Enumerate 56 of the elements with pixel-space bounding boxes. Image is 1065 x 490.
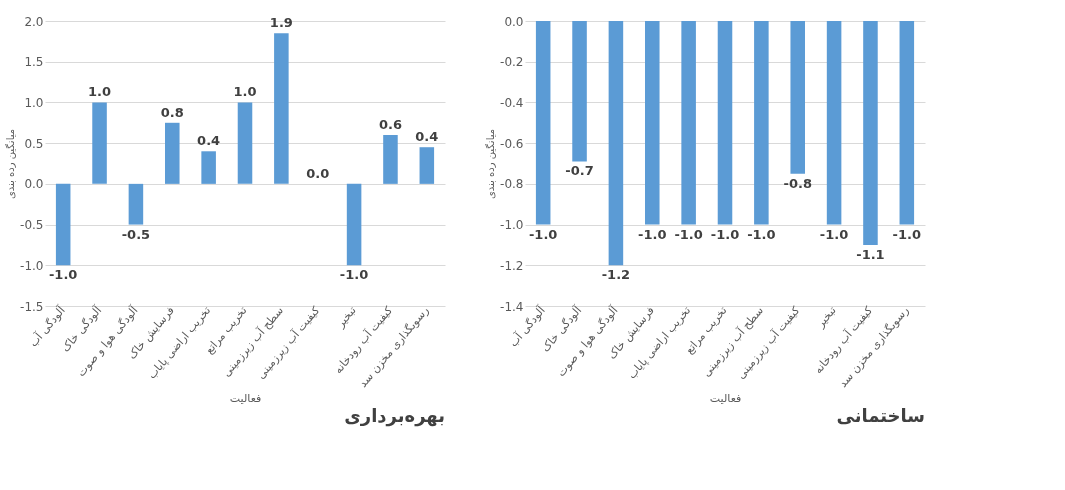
y-tick-label: 2.0 [24,14,44,29]
y-tick-label: -1.0 [500,218,524,233]
bar [383,135,398,184]
data-label: -1.2 [601,267,631,283]
bar [346,183,362,266]
y-axis-title: میانگین رده بندی [485,128,497,200]
bar [237,102,253,184]
y-tick-label: 0.0 [504,14,524,29]
y-tick-label: 0.5 [24,136,44,151]
data-label: -0.5 [121,226,151,242]
y-axis-title: میانگین رده بندی [5,128,17,200]
y-tick-label: -0.8 [500,177,524,192]
data-label: 0.8 [160,104,184,120]
y-tick-label: -0.2 [500,55,524,70]
y-tick-label: -1.5 [20,299,44,314]
data-label: -1.0 [747,226,776,242]
y-tick-label: -0.5 [20,218,44,233]
y-tick-label: 1.0 [24,95,44,110]
data-label: -1.0 [892,226,922,242]
data-label: -0.8 [783,175,812,191]
bar [274,33,289,184]
y-tick-label: 1.5 [24,55,44,70]
data-label: -1.0 [710,226,740,242]
x-tick-label: تبخیر [333,304,359,331]
data-label: 1.9 [269,15,293,31]
x-tick-label: تبخیر [813,304,839,331]
bar [92,102,107,184]
text: بهره‌برداری [344,404,445,427]
y-tick-label: -1.0 [20,258,44,273]
data-label: 0.0 [306,165,330,181]
data-label: -1.0 [339,267,369,283]
data-label: -1.0 [528,226,558,242]
data-label: 1.0 [88,84,112,100]
data-label: 0.6 [378,117,402,132]
data-label: -0.7 [565,163,594,179]
y-tick-label: 0.0 [24,177,44,192]
bar [419,147,435,184]
y-tick-label: -1.2 [500,258,524,273]
y-tick-label: -0.6 [500,136,524,151]
data-label: -1.1 [856,246,885,262]
x-axis-title: فعالیت [709,392,742,406]
data-label: 0.4 [415,129,439,145]
y-tick-label: -0.4 [500,95,524,110]
x-axis-title: فعالیت [229,392,262,406]
data-label: -1.0 [48,267,78,283]
bar [55,183,71,266]
text: ساختمانی [836,404,925,426]
data-label: 0.4 [197,133,221,149]
data-label: -1.0 [638,226,667,242]
y-tick-label: -1.4 [500,299,524,314]
data-label: 1.0 [233,84,257,100]
bar [165,122,180,184]
data-label: -1.0 [819,226,849,242]
data-label: -1.0 [674,226,703,242]
bar [128,183,144,225]
bar [201,151,216,184]
